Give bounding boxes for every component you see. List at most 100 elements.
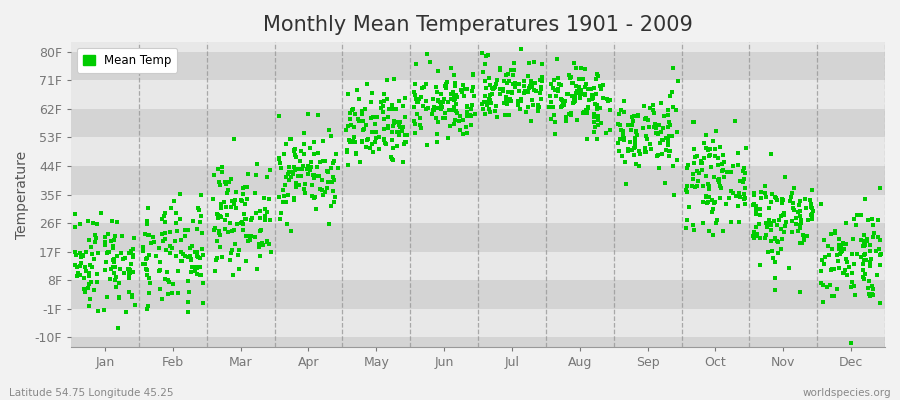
Point	[248, 210, 263, 216]
Point	[839, 220, 853, 227]
Bar	[71, 52, 885, 80]
Point	[652, 140, 667, 147]
Point	[377, 98, 392, 104]
Point	[576, 108, 590, 115]
Point	[617, 159, 632, 166]
Point	[862, 292, 877, 299]
Point	[389, 119, 403, 125]
Point	[688, 184, 702, 190]
Point	[554, 103, 569, 110]
Point	[857, 252, 871, 258]
Point	[367, 121, 382, 127]
Point	[787, 184, 801, 191]
Point	[443, 123, 457, 129]
Point	[589, 76, 603, 82]
Point	[563, 73, 578, 80]
Point	[760, 224, 774, 230]
Point	[590, 113, 605, 120]
Text: worldspecies.org: worldspecies.org	[803, 388, 891, 398]
Point	[176, 250, 191, 257]
Point	[717, 159, 732, 165]
Point	[183, 245, 197, 251]
Point	[797, 196, 812, 203]
Point	[273, 215, 287, 222]
Point	[785, 217, 799, 224]
Point	[212, 212, 226, 218]
Point	[705, 197, 719, 204]
Point	[638, 148, 652, 155]
Point	[284, 136, 298, 143]
Point	[321, 221, 336, 227]
Point	[115, 233, 130, 240]
Point	[122, 288, 137, 295]
Point	[768, 236, 782, 242]
Point	[144, 240, 158, 246]
Point	[633, 151, 647, 157]
Point	[423, 59, 437, 66]
Point	[136, 261, 150, 268]
Point	[327, 177, 341, 183]
Point	[409, 92, 423, 98]
Point	[475, 101, 490, 107]
Point	[365, 141, 380, 147]
Point	[345, 138, 359, 144]
Point	[825, 245, 840, 252]
Point	[381, 124, 395, 131]
Point	[483, 82, 498, 88]
Point	[493, 67, 508, 74]
Point	[419, 51, 434, 57]
Point	[788, 215, 803, 221]
Point	[873, 237, 887, 243]
Point	[656, 125, 670, 131]
Point	[83, 262, 97, 268]
Point	[396, 103, 410, 110]
Point	[630, 112, 644, 118]
Point	[775, 236, 789, 243]
Point	[224, 204, 238, 211]
Point	[738, 184, 752, 191]
Point	[576, 110, 590, 116]
Point	[587, 118, 601, 125]
Point	[122, 275, 137, 282]
Point	[563, 111, 578, 118]
Point	[702, 186, 716, 192]
Point	[98, 234, 112, 240]
Point	[101, 231, 115, 238]
Point	[395, 128, 410, 134]
Point	[642, 124, 656, 131]
Point	[702, 152, 716, 159]
Point	[287, 147, 302, 153]
Point	[235, 219, 249, 226]
Point	[415, 85, 429, 92]
Point	[189, 264, 203, 271]
Point	[701, 194, 716, 200]
Point	[289, 154, 303, 160]
Point	[277, 150, 292, 157]
Point	[142, 280, 157, 286]
Point	[166, 245, 180, 252]
Point	[731, 203, 745, 209]
Point	[695, 160, 709, 166]
Point	[796, 232, 810, 238]
Point	[836, 270, 850, 276]
Point	[316, 192, 330, 198]
Point	[593, 86, 608, 92]
Point	[431, 98, 446, 104]
Point	[517, 78, 531, 84]
Point	[816, 237, 831, 243]
Point	[733, 194, 747, 200]
Point	[82, 271, 96, 277]
Point	[302, 163, 316, 169]
Point	[459, 104, 473, 110]
Point	[374, 99, 389, 105]
Point	[222, 220, 237, 226]
Point	[564, 93, 579, 100]
Point	[572, 76, 586, 82]
Point	[236, 191, 250, 198]
Point	[705, 209, 719, 216]
Point	[285, 169, 300, 176]
Point	[482, 92, 497, 98]
Point	[184, 269, 198, 276]
Point	[572, 91, 587, 98]
Point	[429, 84, 444, 90]
